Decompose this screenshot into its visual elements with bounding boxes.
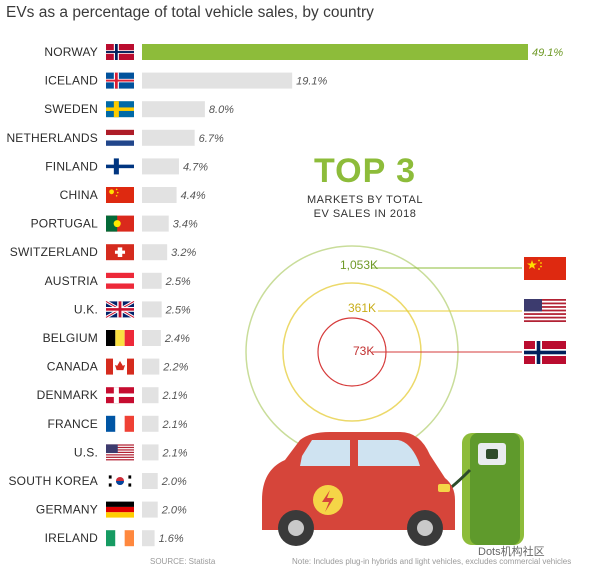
country-label: PORTUGAL <box>31 217 99 231</box>
bar <box>142 215 169 232</box>
denmark-flag-icon <box>106 387 134 404</box>
bar <box>142 101 205 118</box>
iceland-flag-icon <box>106 72 134 89</box>
chart-title: EVs as a percentage of total vehicle sal… <box>6 4 374 21</box>
sweden-flag-icon <box>106 101 134 118</box>
country-label: CHINA <box>60 188 98 202</box>
france-flag-icon <box>106 415 134 432</box>
norway-flag-large <box>524 341 566 364</box>
top3-subtitle-line1: MARKETS BY TOTAL <box>307 194 423 206</box>
country-label: FINLAND <box>45 159 98 173</box>
value-label: 19.1% <box>296 76 327 88</box>
value-label: 2.4% <box>164 333 190 345</box>
bar <box>142 473 158 489</box>
bar <box>142 358 160 375</box>
bar <box>142 187 177 203</box>
country-label: NETHERLANDS <box>6 131 98 145</box>
country-label: SWITZERLAND <box>10 245 98 259</box>
china-flag-large <box>524 257 566 280</box>
bar <box>142 272 162 289</box>
value-label: 4.7% <box>183 161 208 173</box>
value-label: 49.1% <box>532 47 563 59</box>
bar <box>142 44 528 60</box>
finland-flag-icon <box>106 158 134 175</box>
switzerland-flag-icon <box>106 244 134 261</box>
country-label: U.K. <box>74 302 98 316</box>
norway-flag-icon <box>106 44 134 60</box>
country-label: FRANCE <box>47 417 98 431</box>
watermark-text: Dots机构社区 <box>478 546 545 558</box>
value-label: 2.5% <box>165 276 191 288</box>
value-label: 2.0% <box>161 505 187 517</box>
value-label: 2.1% <box>162 390 188 402</box>
germany-flag-icon <box>106 501 134 518</box>
china-flag-icon <box>106 187 134 203</box>
value-label: 3.4% <box>173 219 198 231</box>
bar <box>142 444 159 461</box>
country-label: CANADA <box>47 360 98 374</box>
bars-group: NORWAY 49.1% ICELAND 19.1% SWEDEN 8.0% NETHERL… <box>6 44 563 547</box>
bar <box>142 501 158 518</box>
bar <box>142 72 293 89</box>
us-flag-icon <box>106 444 134 461</box>
bar <box>142 244 168 261</box>
uk-flag-icon <box>105 300 135 319</box>
value-label: 2.1% <box>162 419 188 431</box>
value-label: 1.6% <box>159 533 184 545</box>
market-label-china: 1,053K <box>340 258 379 272</box>
source-note: SOURCE: Statista <box>150 557 216 566</box>
country-label: NORWAY <box>44 45 98 59</box>
country-label: AUSTRIA <box>45 274 98 288</box>
austria-flag-icon <box>106 272 134 289</box>
bar <box>142 301 162 318</box>
market-label-us: 361K <box>348 301 377 315</box>
country-label: DENMARK <box>37 388 98 402</box>
value-label: 2.0% <box>161 476 187 488</box>
value-label: 2.5% <box>165 304 191 316</box>
footnote: Note: Includes plug-in hybrids and light… <box>292 557 572 566</box>
ireland-flag-icon <box>106 530 134 547</box>
top3-subtitle-line2: EV SALES IN 2018 <box>313 208 417 220</box>
value-label: 3.2% <box>171 247 196 259</box>
canada-flag-icon <box>106 358 134 375</box>
bar <box>142 387 159 404</box>
country-label: U.S. <box>74 445 98 459</box>
country-label: BELGIUM <box>43 331 98 345</box>
value-label: 2.1% <box>162 447 188 459</box>
value-label: 8.0% <box>209 104 234 116</box>
value-label: 4.4% <box>181 190 206 202</box>
bar <box>142 530 155 547</box>
market-label-norway: 73K <box>353 344 375 358</box>
bar <box>142 330 161 346</box>
value-label: 2.2% <box>162 362 188 374</box>
electric-car-illustration <box>262 432 455 546</box>
charging-station-illustration <box>439 433 524 545</box>
value-label: 6.7% <box>199 133 224 145</box>
country-label: SOUTH KOREA <box>8 474 98 488</box>
top3-title: TOP 3 <box>313 152 417 190</box>
south-korea-flag-icon <box>106 473 134 489</box>
belgium-flag-icon <box>106 330 134 346</box>
us-flag-large <box>524 299 566 323</box>
bar <box>142 158 179 175</box>
netherlands-flag-icon <box>106 129 134 146</box>
country-label: ICELAND <box>45 74 99 88</box>
bar <box>142 415 159 432</box>
bar <box>142 129 195 146</box>
country-label: GERMANY <box>36 503 98 517</box>
portugal-flag-icon <box>106 215 134 232</box>
country-label: SWEDEN <box>44 102 98 116</box>
country-label: IRELAND <box>45 531 99 545</box>
